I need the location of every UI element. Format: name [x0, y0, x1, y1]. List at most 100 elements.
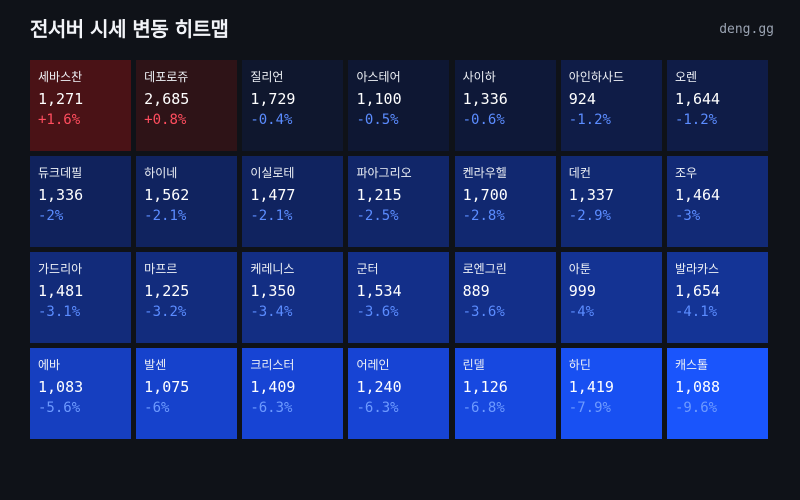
server-name: 아스테어 [356, 70, 401, 84]
heatmap-cell[interactable]: 마프르 1,225 -3.2% [136, 252, 238, 343]
heatmap-cell[interactable]: 데포로쥬 2,685 +0.8% [136, 60, 238, 151]
server-name: 켄라우헬 [462, 166, 507, 180]
price-change: -0.5% [356, 112, 399, 128]
brand-label: deng.gg [719, 22, 774, 37]
server-price: 1,075 [144, 378, 190, 396]
price-change: +0.8% [144, 112, 187, 128]
heatmap-cell[interactable]: 데컨 1,337 -2.9% [560, 156, 662, 247]
server-price: 1,225 [144, 282, 190, 300]
heatmap-cell[interactable]: 질리언 1,729 -0.4% [242, 60, 344, 151]
server-name: 하딘 [568, 358, 591, 372]
server-price: 1,729 [250, 90, 296, 108]
price-change: -4.1% [674, 304, 718, 320]
server-name: 데컨 [568, 166, 591, 180]
server-price: 889 [462, 282, 490, 300]
heatmap-cell[interactable]: 가드리아 1,481 -3.1% [30, 252, 131, 343]
heatmap-cell[interactable]: 에바 1,083 -5.6% [30, 348, 131, 439]
price-change: -1.2% [674, 112, 718, 128]
server-price: 1,336 [38, 186, 84, 204]
price-change: -7.9% [568, 400, 611, 416]
server-price: 1,126 [462, 378, 508, 396]
price-change: -3.2% [144, 304, 187, 320]
heatmap-cell[interactable]: 아인하사드 924 -1.2% [560, 60, 662, 151]
heatmap-cell[interactable]: 아툰 999 -4% [560, 252, 662, 343]
price-change: -0.4% [250, 112, 293, 128]
server-name: 파아그리오 [356, 166, 412, 180]
server-name: 크리스터 [250, 358, 295, 372]
price-change: -6% [144, 400, 170, 416]
server-name: 사이하 [462, 70, 496, 84]
price-change: -3.6% [356, 304, 399, 320]
server-price: 1,562 [144, 186, 190, 204]
server-name: 세바스찬 [38, 70, 83, 84]
server-name: 마프르 [144, 262, 178, 276]
server-name: 발라카스 [674, 262, 720, 276]
server-name: 오렌 [674, 70, 698, 84]
server-price: 1,083 [38, 378, 84, 396]
server-price: 1,477 [250, 186, 296, 204]
price-change: -4% [568, 304, 595, 320]
heatmap-cell[interactable]: 켄라우헬 1,700 -2.8% [454, 156, 556, 247]
price-change: -3.1% [38, 304, 81, 320]
price-change: -2.1% [250, 208, 293, 224]
server-name: 발센 [144, 358, 167, 372]
server-price: 1,654 [674, 282, 721, 300]
heatmap-cell[interactable]: 발라카스 1,654 -4.1% [666, 252, 768, 343]
server-price: 1,644 [674, 90, 721, 108]
price-change: -2.9% [568, 208, 611, 224]
price-change: -9.6% [674, 400, 718, 416]
heatmap-cell[interactable]: 린델 1,126 -6.8% [454, 348, 556, 439]
server-price: 1,464 [674, 186, 721, 204]
heatmap-cell[interactable]: 군터 1,534 -3.6% [348, 252, 450, 343]
server-name: 듀크데필 [38, 166, 83, 180]
price-change: -6.3% [356, 400, 399, 416]
server-price: 1,088 [674, 378, 721, 396]
heatmap-cell[interactable]: 하이네 1,562 -2.1% [136, 156, 238, 247]
server-name: 린델 [462, 358, 485, 372]
server-price: 1,271 [38, 90, 84, 108]
price-change: -6.3% [250, 400, 293, 416]
server-name: 가드리아 [38, 262, 83, 276]
server-price: 1,215 [356, 186, 402, 204]
server-name: 질리언 [250, 70, 284, 84]
heatmap-cell[interactable]: 로엔그린 889 -3.6% [454, 252, 556, 343]
server-name: 캐스톨 [674, 358, 709, 372]
heatmap-cell[interactable]: 하딘 1,419 -7.9% [560, 348, 662, 439]
heatmap-cell[interactable]: 발센 1,075 -6% [136, 348, 238, 439]
price-change: -3.4% [250, 304, 293, 320]
heatmap-cell[interactable]: 세바스찬 1,271 +1.6% [30, 60, 131, 151]
heatmap-cell[interactable]: 조우 1,464 -3% [666, 156, 768, 247]
server-price: 1,481 [38, 282, 84, 300]
server-price: 1,100 [356, 90, 402, 108]
server-price: 1,409 [250, 378, 296, 396]
server-name: 케레니스 [250, 262, 295, 276]
server-name: 아툰 [568, 262, 591, 276]
heatmap-cell[interactable]: 사이하 1,336 -0.6% [454, 60, 556, 151]
server-price: 1,419 [568, 378, 614, 396]
heatmap-cell[interactable]: 케레니스 1,350 -3.4% [242, 252, 344, 343]
server-price: 999 [568, 282, 596, 300]
server-name: 아인하사드 [568, 70, 624, 84]
server-price: 1,240 [356, 378, 402, 396]
price-change: -3% [674, 208, 701, 224]
page-title: 전서버 시세 변동 히트맵 [30, 17, 229, 41]
server-price: 1,337 [568, 186, 614, 204]
heatmap-cell[interactable]: 아스테어 1,100 -0.5% [348, 60, 450, 151]
server-price: 1,534 [356, 282, 402, 300]
price-change: +1.6% [38, 112, 81, 128]
server-name: 하이네 [144, 166, 178, 180]
price-change: -0.6% [462, 112, 505, 128]
heatmap-cell[interactable]: 오렌 1,644 -1.2% [666, 60, 768, 151]
server-price: 1,336 [462, 90, 508, 108]
server-name: 군터 [356, 262, 379, 276]
server-price: 1,350 [250, 282, 296, 300]
heatmap-cell[interactable]: 이실로테 1,477 -2.1% [242, 156, 344, 247]
heatmap-cell[interactable]: 파아그리오 1,215 -2.5% [348, 156, 450, 247]
heatmap-cell[interactable]: 어레인 1,240 -6.3% [348, 348, 450, 439]
heatmap-cell[interactable]: 크리스터 1,409 -6.3% [242, 348, 344, 439]
heatmap-cell[interactable]: 듀크데필 1,336 -2% [30, 156, 131, 247]
heatmap-cell[interactable]: 캐스톨 1,088 -9.6% [666, 348, 768, 439]
server-price: 924 [568, 90, 596, 108]
price-change: -2% [38, 208, 64, 224]
